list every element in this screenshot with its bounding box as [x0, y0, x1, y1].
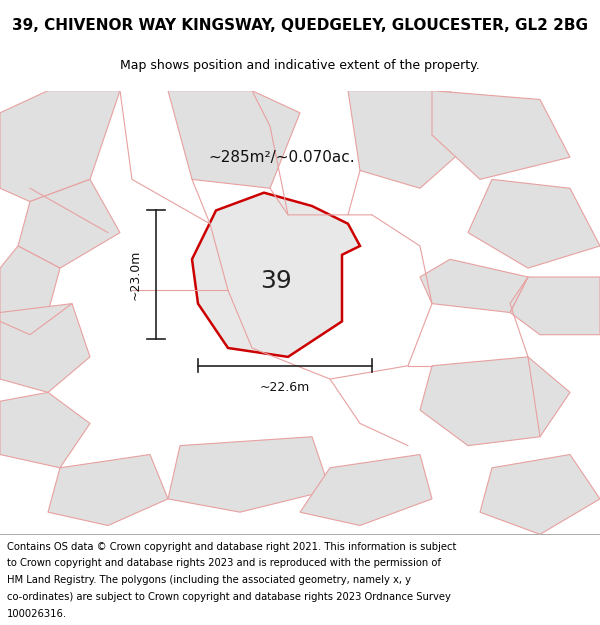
Text: ~22.6m: ~22.6m: [260, 381, 310, 394]
Polygon shape: [432, 91, 570, 179]
Polygon shape: [420, 259, 528, 312]
Text: co-ordinates) are subject to Crown copyright and database rights 2023 Ordnance S: co-ordinates) are subject to Crown copyr…: [7, 592, 451, 602]
Text: 39: 39: [260, 269, 292, 294]
Polygon shape: [468, 179, 600, 268]
Polygon shape: [168, 437, 330, 512]
Polygon shape: [348, 91, 480, 188]
Polygon shape: [192, 192, 360, 357]
Polygon shape: [510, 277, 600, 335]
Polygon shape: [48, 454, 168, 526]
Polygon shape: [0, 91, 120, 201]
Polygon shape: [0, 246, 60, 321]
Polygon shape: [480, 454, 600, 534]
Text: Map shows position and indicative extent of the property.: Map shows position and indicative extent…: [120, 59, 480, 72]
Polygon shape: [300, 454, 432, 526]
Polygon shape: [420, 357, 570, 446]
Polygon shape: [168, 91, 300, 188]
Polygon shape: [0, 392, 90, 468]
Polygon shape: [0, 304, 90, 392]
Polygon shape: [18, 179, 120, 268]
Text: HM Land Registry. The polygons (including the associated geometry, namely x, y: HM Land Registry. The polygons (includin…: [7, 575, 411, 585]
Text: to Crown copyright and database rights 2023 and is reproduced with the permissio: to Crown copyright and database rights 2…: [7, 558, 441, 568]
Text: ~23.0m: ~23.0m: [128, 249, 142, 300]
Text: Contains OS data © Crown copyright and database right 2021. This information is : Contains OS data © Crown copyright and d…: [7, 542, 457, 552]
Text: 39, CHIVENOR WAY KINGSWAY, QUEDGELEY, GLOUCESTER, GL2 2BG: 39, CHIVENOR WAY KINGSWAY, QUEDGELEY, GL…: [12, 18, 588, 33]
Text: 100026316.: 100026316.: [7, 609, 67, 619]
Text: ~285m²/~0.070ac.: ~285m²/~0.070ac.: [209, 149, 355, 164]
